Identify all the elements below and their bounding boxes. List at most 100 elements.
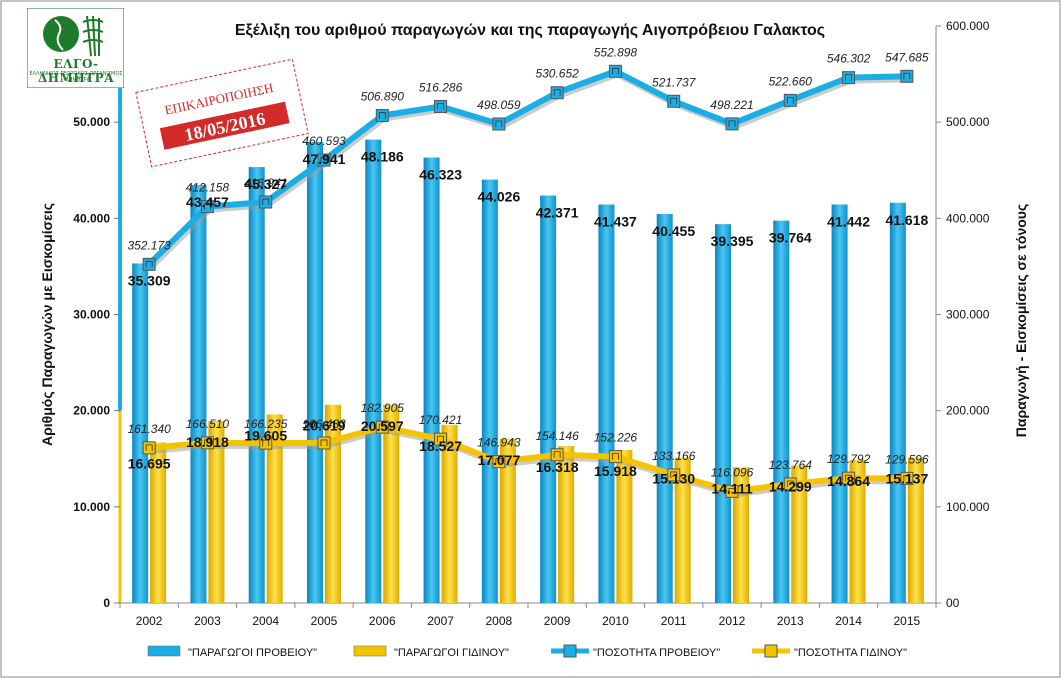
- bar-data-label: 18.918: [186, 434, 229, 450]
- marker-glyph-posotita-provieou: [612, 67, 619, 75]
- right-tick-label: 200.000: [946, 404, 990, 418]
- marker-glyph-posotita-provieou: [378, 112, 386, 119]
- bar-data-label: 40.455: [652, 223, 695, 239]
- bar-data-label: 15.918: [594, 463, 637, 479]
- x-tick-label: 2008: [486, 614, 513, 628]
- left-tick-label: 0: [103, 596, 110, 610]
- x-tick-label: 2005: [311, 614, 338, 628]
- marker-glyph-posotita-provieou: [437, 103, 444, 110]
- right-tick-label: 500.000: [946, 115, 990, 129]
- legend-swatch-marker: [764, 644, 778, 658]
- line-data-label: 416.941: [244, 176, 287, 190]
- marker-posotita-provieou: [608, 64, 622, 78]
- line-data-label: 522.660: [769, 74, 813, 88]
- bar-paragogoi-provieou: [831, 204, 848, 603]
- bar-data-label: 35.309: [128, 272, 171, 288]
- left-tick-label: 20.000: [73, 404, 110, 418]
- line-data-label: 521.737: [652, 75, 697, 89]
- right-tick-label: 600.000: [946, 19, 990, 33]
- bar-data-label: 44.026: [477, 189, 520, 205]
- marker-glyph-posotita-gidinou: [262, 439, 270, 447]
- x-tick-label: 2015: [894, 614, 921, 628]
- bar-data-label: 41.437: [594, 214, 637, 230]
- left-tick-label: 30.000: [73, 308, 110, 322]
- line-shadow-posotita-provieou: [148, 71, 909, 270]
- marker-glyph-posotita-gidinou: [612, 453, 619, 460]
- line-data-label: 154.146: [535, 429, 579, 443]
- marker-posotita-provieou: [842, 71, 856, 85]
- line-data-label: 129.596: [885, 452, 929, 466]
- bar-data-label: 16.318: [536, 459, 579, 475]
- line-data-label: 552.898: [594, 45, 638, 59]
- x-tick-label: 2006: [369, 614, 396, 628]
- logo-subtitle: ΕΛΛΗΝΙΚΟΣ ΓΕΩΡΓΙΚΟΣ ΟΡΓΑΝΙΣΜΟΣ - ΔΗΜΗΤΡΑ: [29, 71, 123, 83]
- x-tick-label: 2010: [602, 614, 629, 628]
- bar-paragogoi-gidinou: [674, 457, 691, 603]
- bar-data-label: 43.457: [186, 194, 229, 210]
- marker-glyph-posotita-provieou: [553, 89, 561, 96]
- marker-glyph-posotita-gidinou: [903, 474, 911, 482]
- bar-data-label: 20.619: [303, 418, 346, 434]
- bar-paragogoi-gidinou: [849, 460, 866, 603]
- marker-glyph-posotita-gidinou: [786, 480, 794, 487]
- bar-data-label: 15.130: [652, 470, 695, 486]
- line-data-label: 530.652: [535, 67, 579, 81]
- marker-glyph-posotita-gidinou: [670, 471, 678, 478]
- bar-data-label: 42.371: [536, 205, 579, 221]
- bar-data-label: 18.527: [419, 438, 462, 454]
- right-tick-label: 00: [946, 596, 960, 610]
- bar-paragogoi-gidinou: [383, 404, 400, 603]
- bar-data-label: 45.327: [244, 176, 287, 192]
- bar-paragogoi-gidinou: [791, 465, 808, 603]
- line-data-label: 182.905: [361, 401, 405, 415]
- bar-data-label: 20.597: [361, 418, 404, 434]
- marker-glyph-posotita-provieou: [495, 120, 503, 128]
- bar-paragogoi-gidinou: [325, 404, 341, 603]
- bar-paragogoi-provieou: [132, 263, 149, 603]
- marker-posotita-gidinou: [142, 441, 156, 455]
- bar-data-label: 48.186: [361, 149, 404, 165]
- marker-posotita-provieou: [492, 117, 506, 131]
- bar-paragogoi-gidinou: [907, 457, 924, 603]
- right-tick-label: 300.000: [946, 308, 990, 322]
- stamp-line2: 18/05/2016: [183, 108, 267, 145]
- marker-posotita-gidinou: [608, 450, 622, 464]
- line-data-label: 129.792: [827, 452, 871, 466]
- marker-posotita-provieou: [142, 257, 156, 271]
- line-data-label: 166.510: [186, 417, 230, 431]
- logo-name: ΕΛΓΟ-ΔΗΜΗΤΡΑ: [37, 57, 115, 85]
- bar-paragogoi-gidinou: [150, 442, 167, 603]
- marker-glyph-posotita-gidinou: [495, 458, 503, 465]
- line-data-label: 546.302: [827, 52, 871, 66]
- line-posotita-gidinou: [148, 424, 907, 495]
- bar-paragogoi-gidinou: [266, 414, 283, 603]
- marker-glyph-posotita-provieou: [786, 96, 794, 104]
- bar-data-label: 14.299: [769, 478, 812, 494]
- x-tick-label: 2013: [777, 614, 804, 628]
- legend-swatch-marker: [563, 644, 577, 658]
- marker-glyph-posotita-gidinou: [845, 474, 852, 482]
- bar-paragogoi-provieou: [656, 213, 673, 603]
- x-tick-label: 2009: [544, 614, 571, 628]
- line-data-label: 516.286: [419, 81, 463, 95]
- marker-glyph-posotita-provieou: [728, 120, 736, 127]
- marker-posotita-gidinou: [317, 436, 331, 450]
- x-tick-label: 2014: [835, 614, 862, 628]
- line-data-label: 498.221: [710, 98, 753, 112]
- bar-data-label: 14.864: [827, 473, 870, 489]
- bar-paragogoi-provieou: [248, 167, 265, 603]
- bar-paragogoi-provieou: [889, 202, 906, 603]
- y2-axis-label: Παραγωγή - Εισκομίσεις σε τόνους: [1013, 204, 1029, 438]
- line-posotita-provieou: [146, 68, 907, 267]
- marker-glyph-posotita-provieou: [845, 74, 852, 81]
- line-data-label: 498.059: [477, 98, 521, 112]
- bar-data-label: 41.442: [827, 213, 870, 229]
- line-data-label: 352.173: [127, 238, 171, 252]
- elgo-dimitra-logo: [27, 8, 124, 88]
- bar-data-label: 19.605: [244, 427, 287, 443]
- left-tick-label: 50.000: [73, 115, 110, 129]
